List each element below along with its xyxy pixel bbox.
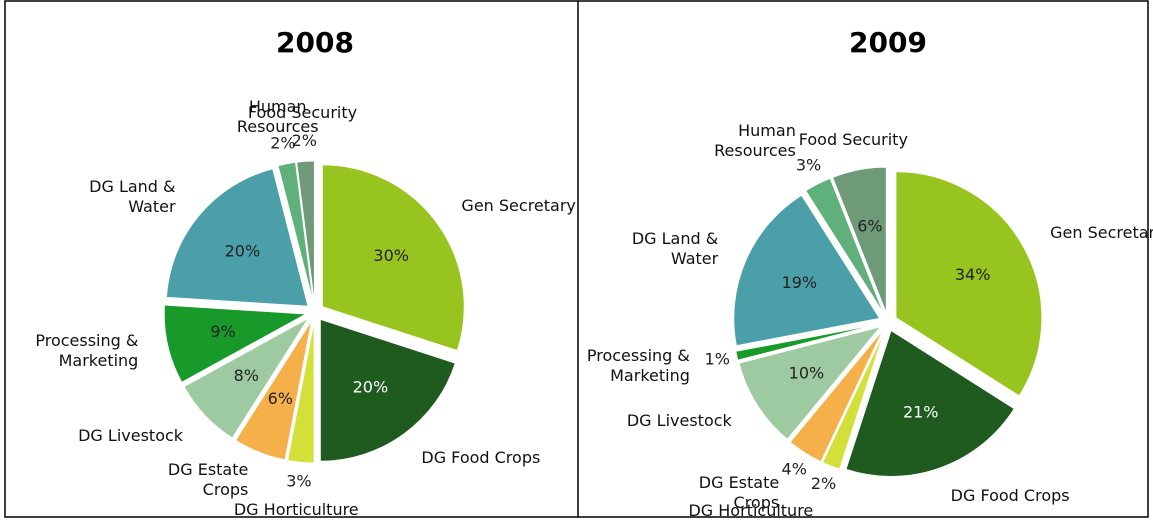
value-label: 6% — [857, 217, 882, 236]
pie-slice — [789, 329, 884, 463]
category-label: Processing & Marketing — [35, 331, 139, 371]
value-label: 21% — [903, 402, 939, 421]
value-label: 34% — [955, 265, 991, 284]
value-label: 6% — [268, 389, 293, 408]
pie-slice — [286, 320, 315, 464]
pie-slice — [804, 177, 885, 315]
value-label: 20% — [353, 378, 389, 397]
category-label: DG Estate Crops — [698, 473, 780, 513]
pie-slice — [319, 318, 456, 462]
value-label: 9% — [210, 322, 235, 341]
value-label: 10% — [789, 363, 825, 382]
value-label: 3% — [286, 472, 311, 491]
value-label: 2% — [292, 131, 317, 150]
value-label: 2% — [811, 474, 836, 493]
category-label: Human Resources — [236, 96, 319, 136]
category-label: DG Land & Water — [631, 228, 719, 268]
value-label: 20% — [225, 241, 261, 260]
chart-title: 2009 — [849, 26, 927, 59]
category-label: DG Horticulture — [233, 500, 359, 520]
category-label: Gen Secretary — [1050, 222, 1153, 242]
value-label: 19% — [782, 273, 818, 292]
pie-slice — [735, 323, 880, 361]
pie-slice — [733, 194, 881, 347]
pie-slice — [277, 161, 314, 304]
pie-slice — [821, 330, 886, 470]
category-label: DG Land & Water — [89, 176, 176, 216]
pie-slice — [183, 317, 309, 439]
value-label: 3% — [796, 156, 821, 175]
category-label: DG Livestock — [78, 425, 184, 445]
pie-slice — [831, 166, 887, 314]
pie-slice — [895, 171, 1043, 397]
pie-slice — [163, 304, 308, 384]
category-label: DG Horticulture — [688, 500, 814, 520]
category-label: DG Food Crops — [950, 486, 1070, 506]
category-label: Gen Secretary — [461, 195, 576, 215]
category-label: Human Resources — [714, 121, 796, 161]
pie-slice — [845, 329, 1016, 477]
category-label: DG Livestock — [626, 411, 732, 431]
value-label: 4% — [782, 459, 807, 478]
pie-slice — [234, 320, 313, 461]
chart-title: 2008 — [276, 26, 354, 59]
frame — [4, 0, 1149, 518]
value-label: 30% — [373, 246, 409, 265]
pie-slice — [738, 325, 882, 441]
pie-slice — [321, 164, 465, 352]
value-label: 2% — [270, 134, 295, 153]
pie-slice — [165, 168, 309, 307]
category-label: Food Security — [247, 103, 358, 123]
category-label: DG Food Crops — [421, 448, 541, 468]
pie-slice — [296, 160, 315, 304]
category-label: Food Security — [798, 130, 908, 150]
value-label: 8% — [234, 366, 259, 385]
value-label: 1% — [705, 350, 730, 369]
category-label: DG Estate Crops — [167, 460, 249, 500]
category-label: Processing & Marketing — [586, 346, 690, 386]
